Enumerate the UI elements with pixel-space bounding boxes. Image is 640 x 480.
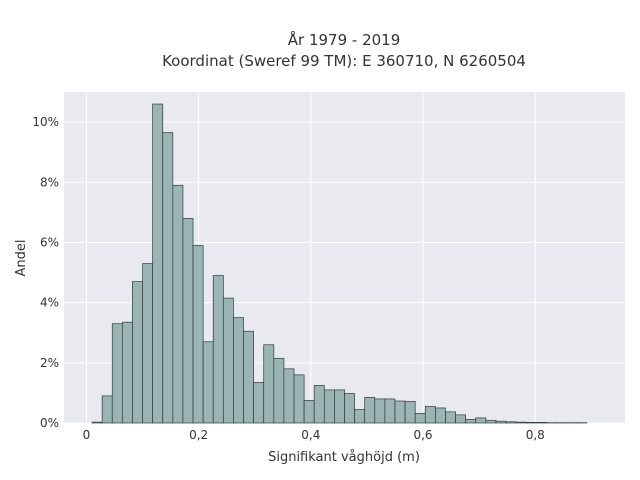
histogram-bar	[263, 344, 275, 424]
histogram-bars	[91, 103, 588, 424]
histogram-bar	[142, 263, 153, 424]
histogram-bar	[101, 395, 113, 424]
histogram-bar	[354, 409, 366, 424]
histogram-bar	[283, 368, 295, 424]
chart-title: År 1979 - 2019	[288, 30, 401, 49]
histogram-bar	[323, 389, 335, 424]
histogram-bar	[475, 417, 487, 424]
x-tick-label: 0,2	[189, 428, 208, 442]
y-axis-label: Andel	[14, 240, 29, 277]
histogram-bar	[536, 422, 547, 424]
y-tick-label: 2%	[40, 356, 59, 370]
histogram-bar	[394, 400, 406, 424]
histogram-bar	[303, 400, 315, 424]
histogram-bar	[424, 406, 436, 424]
x-tick-label: 0,6	[413, 428, 432, 442]
histogram-bar	[192, 245, 204, 424]
histogram-bar	[465, 419, 477, 424]
histogram-bar	[91, 421, 103, 424]
histogram-bar	[121, 321, 133, 424]
histogram-bar	[202, 341, 214, 424]
histogram-bar	[455, 414, 467, 424]
histogram-bar	[505, 421, 517, 424]
chart-subtitle: Koordinat (Sweref 99 TM): E 360710, N 62…	[162, 52, 526, 70]
histogram-bar	[233, 317, 244, 424]
x-axis-label: Signifikant våghöjd (m)	[268, 450, 420, 465]
histogram-bar	[435, 407, 446, 424]
x-tick-label: 0,4	[301, 428, 320, 442]
histogram-bar	[515, 421, 527, 424]
histogram-bar	[212, 275, 224, 424]
y-tick-label: 6%	[40, 235, 59, 249]
y-tick-label: 0%	[40, 416, 59, 430]
y-tick-label: 10%	[32, 115, 59, 129]
histogram-bar	[445, 411, 456, 424]
histogram-bar	[222, 297, 234, 424]
histogram-bar	[253, 382, 265, 424]
x-tick-label: 0,8	[526, 428, 545, 442]
x-tick-label: 0	[83, 428, 91, 442]
histogram-bar	[374, 398, 386, 424]
histogram-bar	[414, 413, 426, 424]
histogram-bar	[364, 397, 376, 424]
histogram-bar	[404, 400, 416, 424]
histogram-bar	[384, 398, 396, 424]
histogram-bar	[182, 218, 194, 424]
histogram-bar	[334, 389, 345, 424]
histogram-bar	[525, 422, 537, 424]
histogram-bar	[152, 103, 164, 424]
histogram-bar	[132, 281, 143, 424]
y-tick-label: 4%	[40, 296, 59, 310]
histogram-bar	[162, 132, 174, 424]
y-axis-ticks: 0% 2% 4% 6% 8% 10%	[32, 115, 59, 430]
histogram-bar	[485, 419, 497, 424]
histogram-bar	[172, 184, 184, 424]
histogram-bar	[495, 420, 507, 424]
histogram-bar	[243, 330, 254, 424]
histogram-bar	[293, 374, 305, 424]
y-tick-label: 8%	[40, 175, 59, 189]
x-axis-ticks: 0 0,2 0,4 0,6 0,8	[83, 428, 545, 442]
histogram-bar	[313, 385, 325, 424]
histogram-bar	[111, 323, 123, 424]
histogram-bar	[344, 393, 355, 424]
histogram-bar	[273, 357, 285, 424]
